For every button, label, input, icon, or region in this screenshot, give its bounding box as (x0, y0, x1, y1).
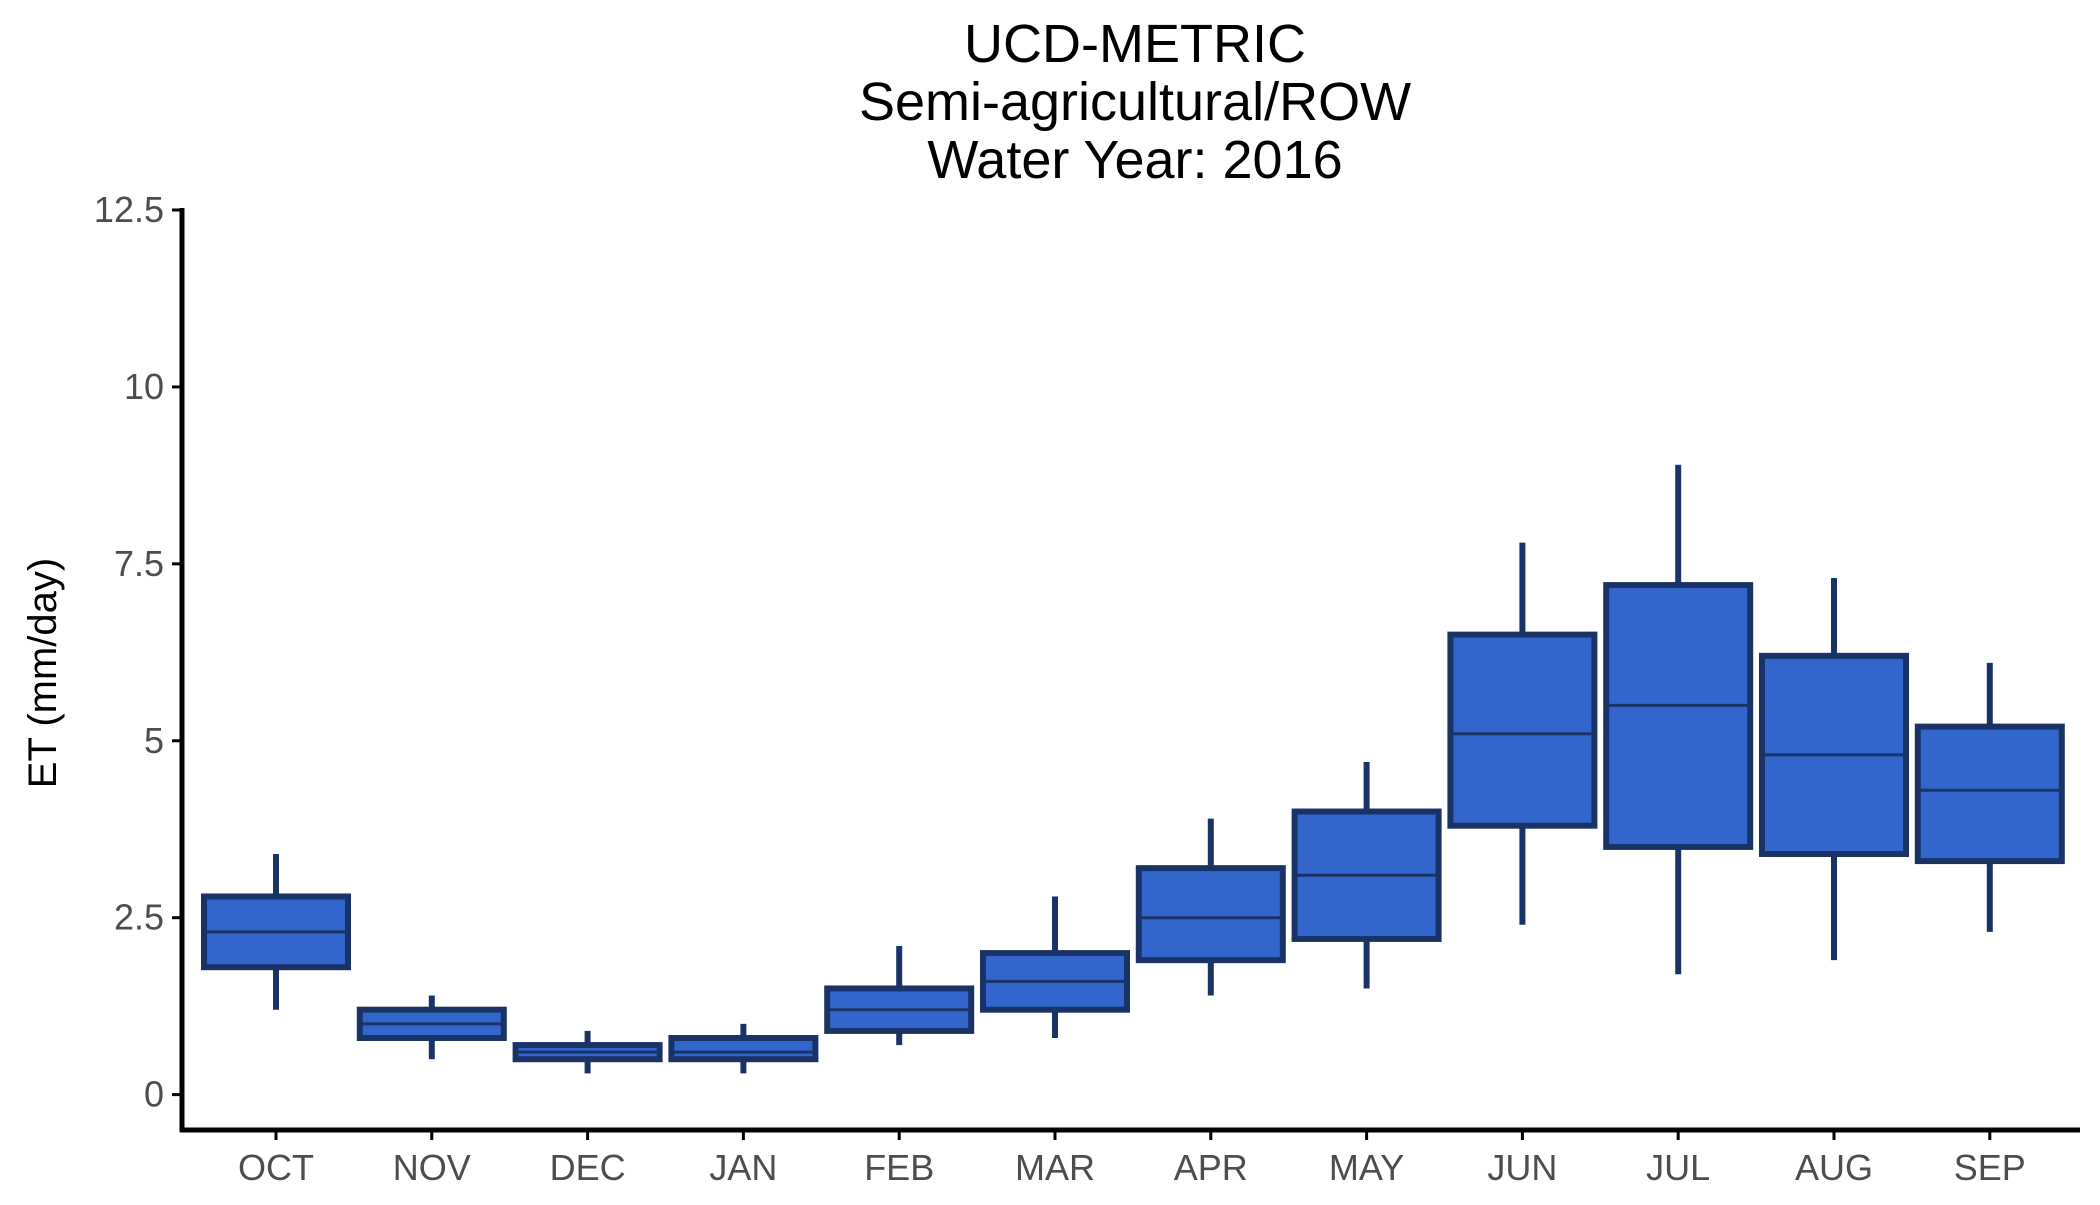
y-tick-label: 12.5 (94, 189, 164, 230)
x-tick-label: SEP (1954, 1147, 2026, 1188)
box-jan (668, 1023, 819, 1074)
box-body (1603, 582, 1754, 850)
chart-title-line-3: Water Year: 2016 (927, 130, 1342, 190)
box-nov (356, 995, 507, 1060)
y-tick-label: 5 (144, 720, 164, 761)
box-body (1914, 723, 2065, 865)
box-apr (1135, 818, 1286, 996)
x-tick-label: APR (1174, 1147, 1248, 1188)
y-tick-label: 2.5 (114, 897, 164, 938)
box-may (1291, 762, 1442, 989)
box-jun (1447, 542, 1598, 925)
box-mar (980, 896, 1130, 1038)
box-sep (1914, 662, 2065, 932)
boxplot-series (201, 464, 2065, 1074)
x-axis-ticks: OCT NOV DEC JAN FEB MAR APR MAY JUN JUL AUG SEP (238, 1130, 2026, 1188)
x-tick-label: JAN (709, 1147, 777, 1188)
x-tick-label: OCT (238, 1147, 314, 1188)
box-body (668, 1035, 819, 1063)
box-jul (1603, 464, 1754, 975)
x-tick-label: AUG (1795, 1147, 1873, 1188)
x-tick-label: JUL (1646, 1147, 1710, 1188)
box-body (1135, 865, 1286, 964)
x-tick-label: MAR (1015, 1147, 1095, 1188)
x-tick-label: FEB (864, 1147, 934, 1188)
x-tick-label: DEC (550, 1147, 626, 1188)
box-feb (824, 946, 975, 1046)
chart-title-line-1: UCD-METRIC (964, 14, 1306, 74)
box-body (1447, 631, 1598, 829)
y-tick-label: 0 (144, 1074, 164, 1115)
y-tick-label: 10 (124, 366, 164, 407)
chart-title: UCD-METRIC Semi-agricultural/ROW Water Y… (859, 14, 1411, 190)
x-tick-label: NOV (393, 1147, 471, 1188)
box-aug (1759, 578, 1909, 961)
chart-title-line-2: Semi-agricultural/ROW (859, 72, 1411, 132)
x-tick-label: MAY (1329, 1147, 1404, 1188)
y-axis-ticks: 0 2.5 5 7.5 10 12.5 (94, 189, 182, 1115)
y-axis-title: ET (mm/day) (21, 558, 65, 788)
y-tick-label: 7.5 (114, 543, 164, 584)
box-oct (201, 854, 351, 1010)
x-tick-label: JUN (1487, 1147, 1557, 1188)
box-dec (512, 1030, 663, 1074)
